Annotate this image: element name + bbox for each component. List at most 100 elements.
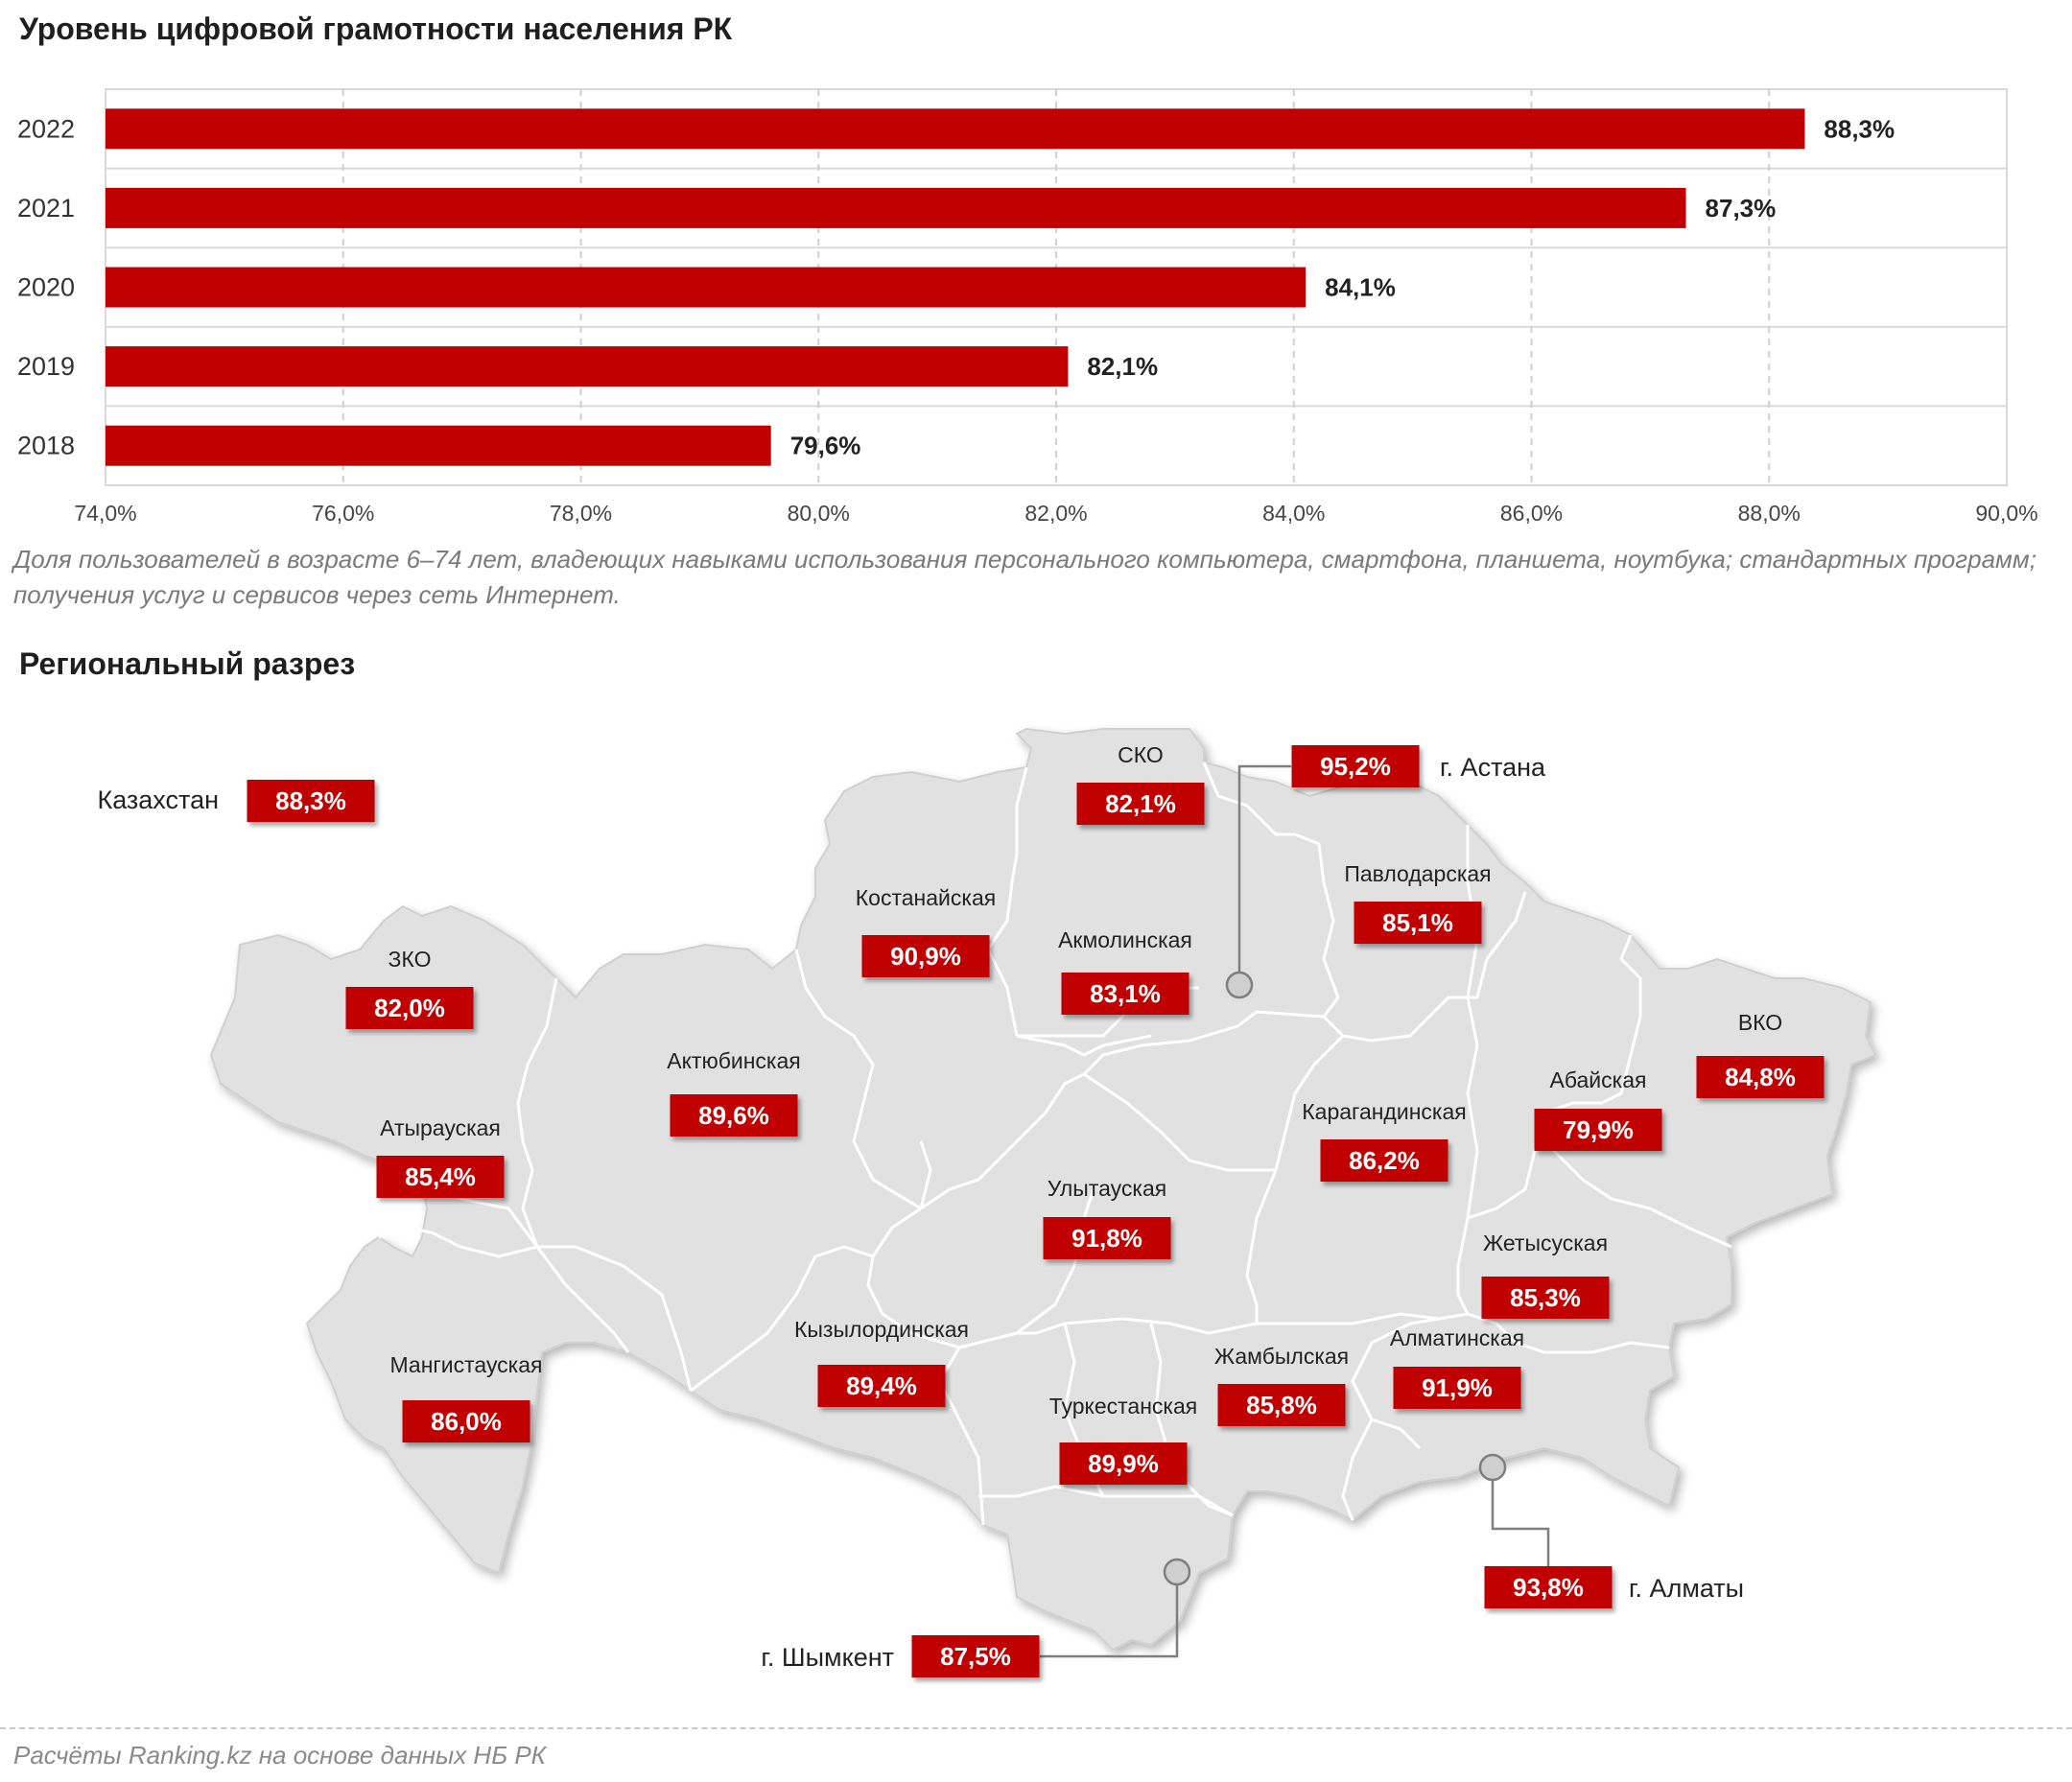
city-leader-line <box>1040 1584 1179 1658</box>
value-badge <box>1061 973 1189 1015</box>
region-tag: 82,0% <box>345 987 474 1029</box>
value-label: 86,2% <box>1349 1146 1420 1175</box>
region-name: Актюбинская <box>667 1048 800 1073</box>
country-tag: 88,3% <box>247 780 375 822</box>
region-tag: 79,9% <box>1534 1109 1662 1151</box>
value-badge <box>376 1156 505 1198</box>
region-tag: 86,0% <box>402 1400 530 1442</box>
region-tag: 86,2% <box>1320 1139 1448 1182</box>
data-label: 82,1% <box>1087 352 1158 381</box>
value-label: 89,6% <box>698 1101 769 1130</box>
data-label: 79,6% <box>790 432 861 460</box>
city-name: г. Астана <box>1440 753 1546 782</box>
city-leader-line <box>1491 1480 1550 1566</box>
value-label: 85,4% <box>405 1162 476 1191</box>
region-name: Атырауская <box>380 1115 501 1140</box>
x-tick-label: 82,0% <box>1024 501 1087 526</box>
value-badge <box>1696 1056 1825 1098</box>
value-label: 91,8% <box>1071 1224 1142 1253</box>
bar-2022 <box>106 108 1805 150</box>
value-badge <box>1484 1566 1613 1608</box>
bar-2018 <box>106 425 771 466</box>
region-name: ЗКО <box>388 947 432 972</box>
bar-2021 <box>106 187 1686 228</box>
region-name: Улытауская <box>1048 1176 1166 1201</box>
value-label: 91,9% <box>1422 1373 1493 1402</box>
value-badge <box>911 1635 1040 1677</box>
source-note: Расчёты Ranking.kz на основе данных НБ Р… <box>13 1741 547 1770</box>
value-badge <box>1354 902 1482 944</box>
kazakhstan-map: Казахстан 88,3% СКО 82,1% Костанайская 90,9% А… <box>97 727 1877 1677</box>
value-badge <box>345 987 474 1029</box>
value-label: 90,9% <box>890 942 961 971</box>
x-tick-label: 74,0% <box>74 501 136 526</box>
region-name: Туркестанская <box>1049 1394 1198 1419</box>
data-label: 87,3% <box>1706 194 1777 223</box>
value-badge <box>1043 1217 1171 1259</box>
footer-divider <box>0 1727 2072 1729</box>
y-category-label: 2021 <box>17 194 75 223</box>
value-label: 85,8% <box>1246 1391 1317 1419</box>
region-tag: 89,4% <box>817 1365 946 1407</box>
region-name: Жамбылская <box>1214 1344 1349 1369</box>
region-tag: 85,8% <box>1217 1384 1346 1426</box>
value-badge <box>861 935 990 977</box>
region-name: СКО <box>1118 742 1164 767</box>
bar-2019 <box>106 346 1069 387</box>
y-category-label: 2020 <box>17 273 75 302</box>
value-badge <box>817 1365 946 1407</box>
x-tick-label: 90,0% <box>1975 501 2037 526</box>
value-label: 82,1% <box>1105 789 1176 818</box>
region-tag: 91,8% <box>1043 1217 1171 1259</box>
region-tag: 89,9% <box>1059 1442 1188 1485</box>
city-leader-line <box>1237 764 1291 973</box>
x-tick-label: 88,0% <box>1738 501 1801 526</box>
value-badge <box>1076 783 1205 825</box>
value-badge <box>247 780 375 822</box>
city-marker <box>1163 1558 1191 1586</box>
region-name: Алматинская <box>1390 1325 1524 1350</box>
value-label: 86,0% <box>431 1407 502 1436</box>
region-name: Акмолинская <box>1058 927 1192 952</box>
chart-note: Доля пользователей в возрасте 6–74 лет, … <box>13 545 2037 609</box>
city-name: г. Алматы <box>1629 1574 1744 1603</box>
x-tick-label: 80,0% <box>788 501 850 526</box>
value-label: 84,8% <box>1725 1063 1796 1091</box>
region-name: Абайская <box>1550 1067 1647 1092</box>
country-outline <box>209 727 1877 1652</box>
regional-title: Региональный разрез <box>19 646 356 681</box>
region-name: Костанайская <box>856 885 996 910</box>
region-name: Павлодарская <box>1344 861 1491 886</box>
value-badge <box>1393 1367 1521 1409</box>
region-name: ВКО <box>1738 1010 1782 1035</box>
value-label: 89,9% <box>1088 1449 1159 1478</box>
value-badge <box>1481 1277 1610 1319</box>
region-tag: 89,6% <box>670 1094 798 1137</box>
region-tag: 82,1% <box>1076 783 1205 825</box>
city-tag: 95,2% <box>1291 745 1420 787</box>
x-tick-label: 86,0% <box>1500 501 1563 526</box>
value-label: 85,1% <box>1382 908 1453 937</box>
bar-2020 <box>106 267 1307 308</box>
region-tag: 85,1% <box>1354 902 1482 944</box>
y-category-label: 2019 <box>17 352 75 381</box>
value-badge <box>1534 1109 1662 1151</box>
city-tag: 93,8% <box>1484 1566 1613 1608</box>
region-name: Карагандинская <box>1302 1099 1466 1124</box>
value-badge <box>1291 745 1420 787</box>
value-label: 82,0% <box>374 994 445 1022</box>
value-label: 88,3% <box>275 786 346 815</box>
region-name: Мангистауская <box>389 1352 542 1377</box>
x-tick-label: 84,0% <box>1262 501 1325 526</box>
x-tick-label: 76,0% <box>312 501 374 526</box>
value-badge <box>1059 1442 1188 1485</box>
value-badge <box>670 1094 798 1137</box>
city-tag: 87,5% <box>911 1635 1040 1677</box>
y-category-label: 2018 <box>17 432 75 460</box>
city-name: г. Шымкент <box>761 1643 894 1672</box>
value-label: 89,4% <box>846 1372 917 1400</box>
chart-title: Уровень цифровой грамотности населения Р… <box>19 12 733 46</box>
x-tick-label: 78,0% <box>550 501 612 526</box>
value-label: 83,1% <box>1090 979 1161 1008</box>
value-label: 93,8% <box>1513 1573 1584 1602</box>
